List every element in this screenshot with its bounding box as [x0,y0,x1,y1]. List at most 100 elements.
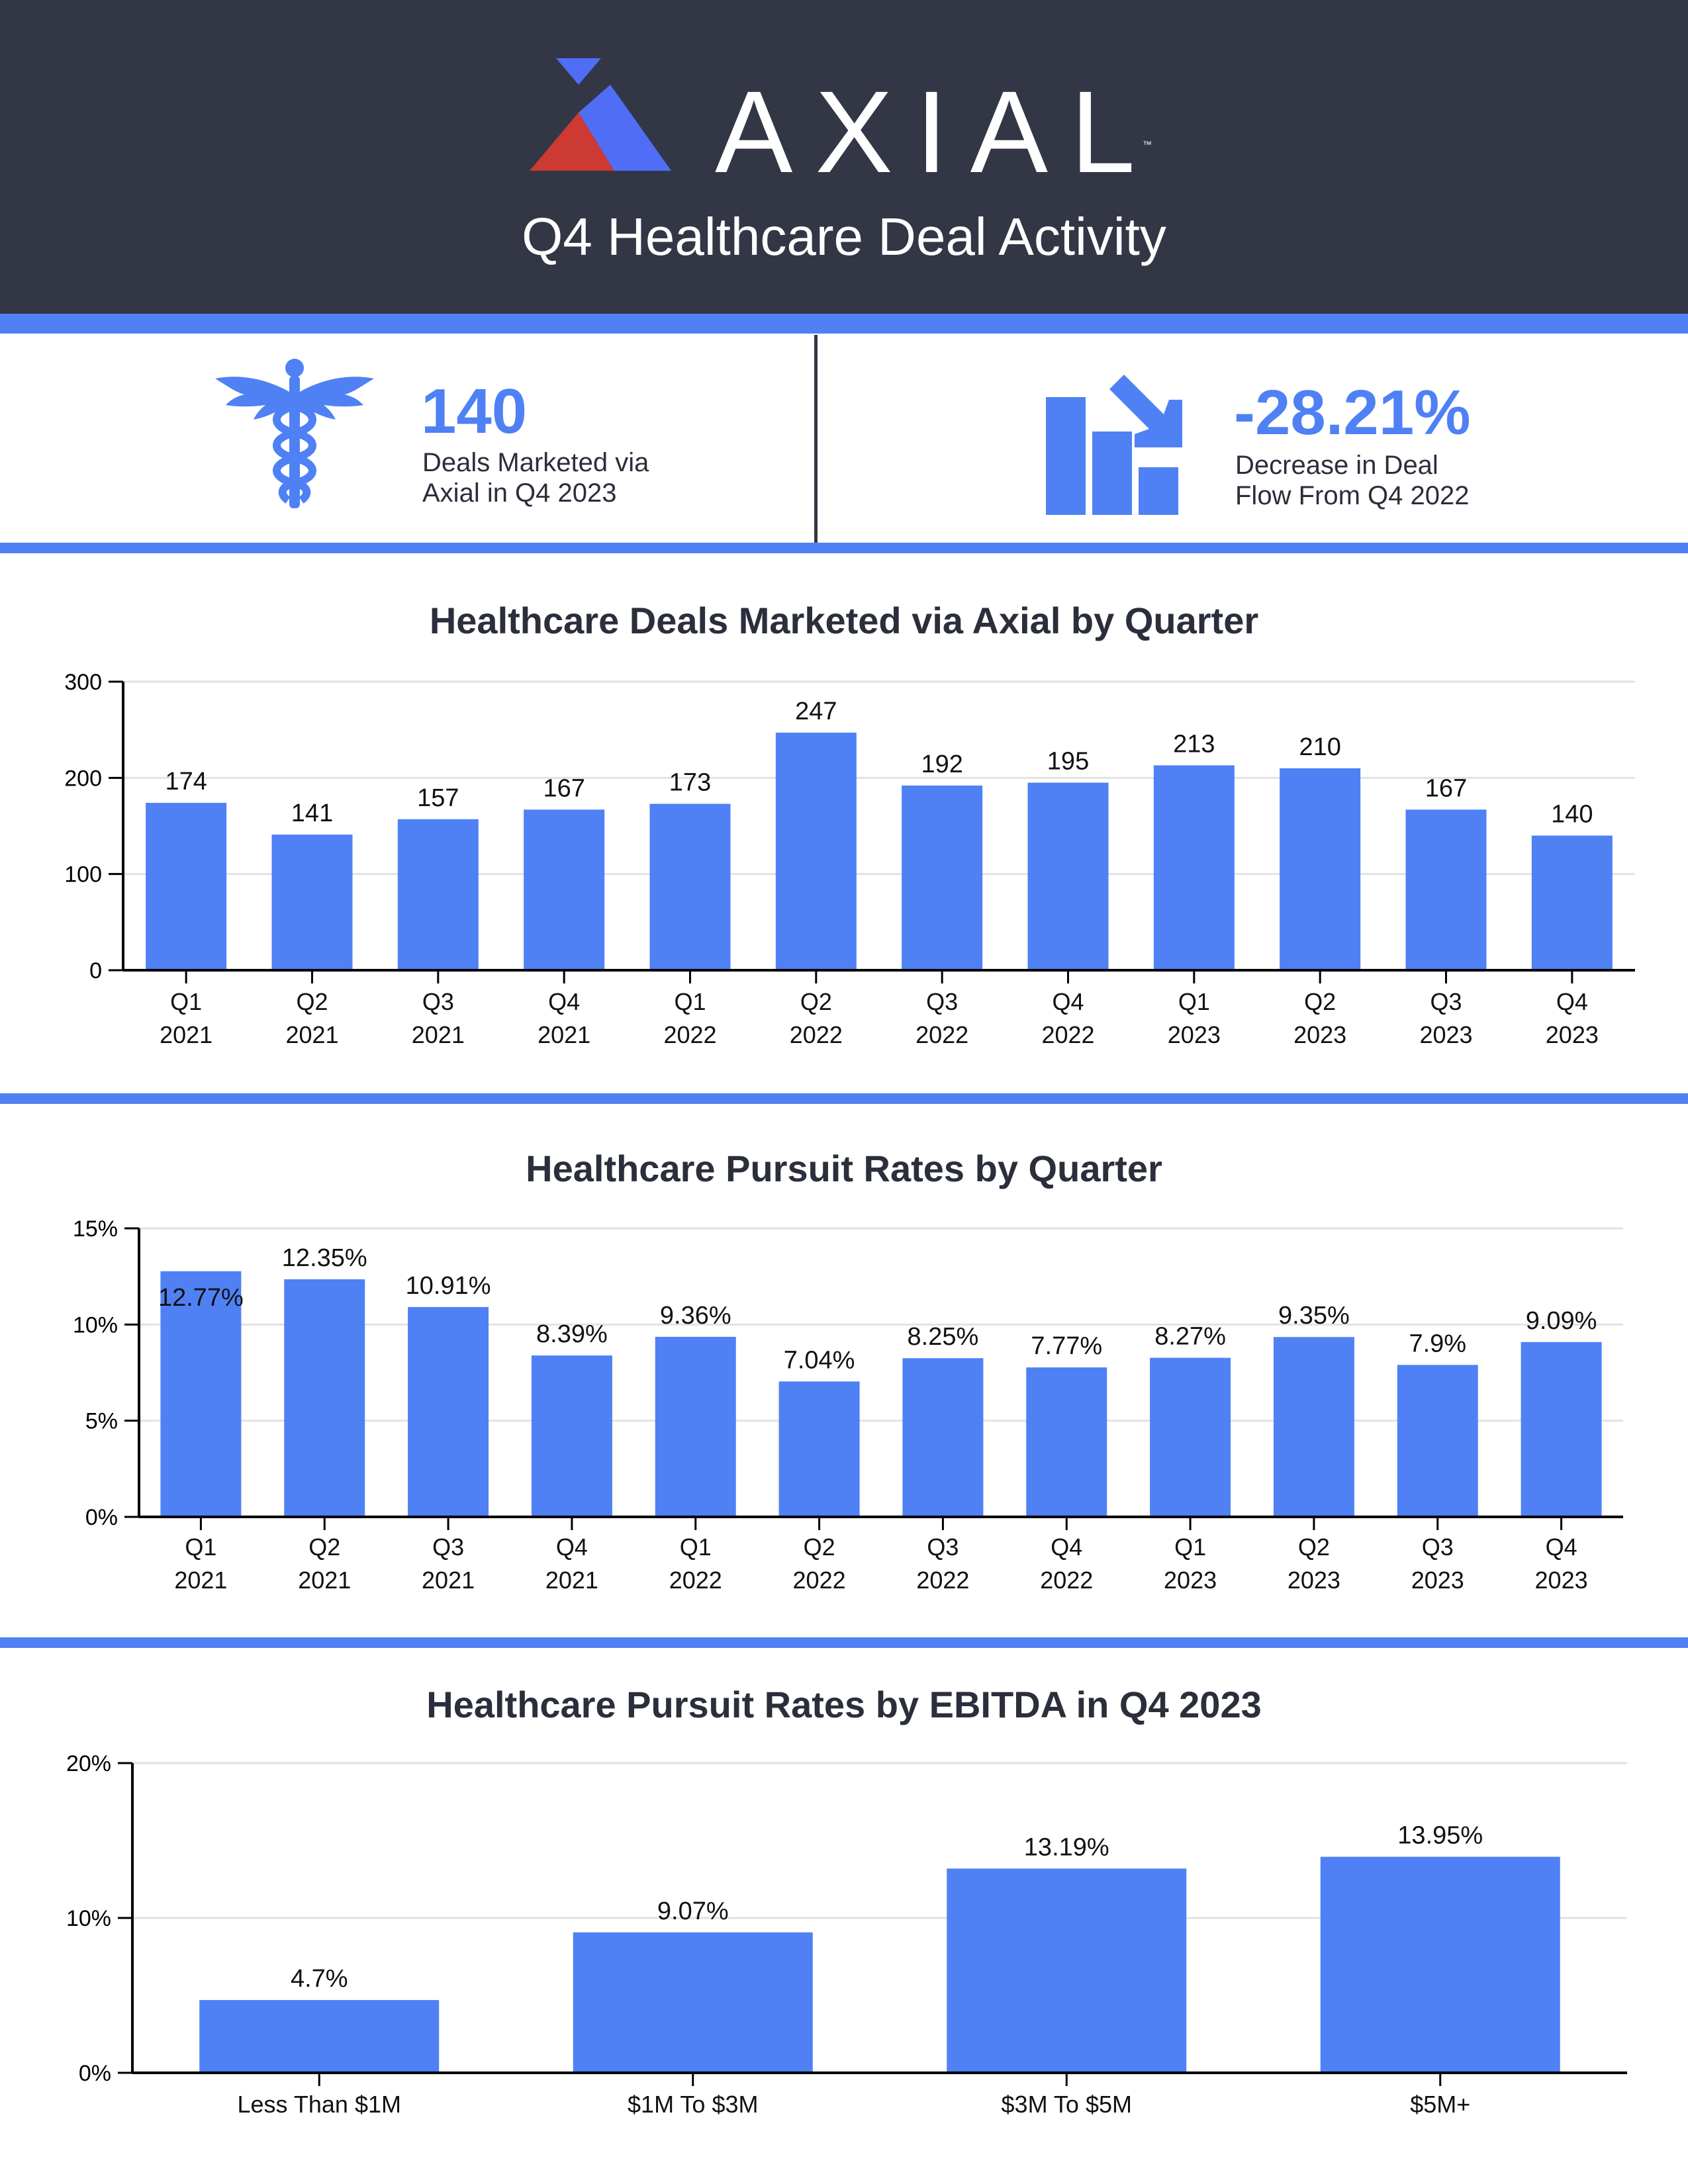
bar [160,1271,242,1517]
x-tick-label: 2023 [1168,1021,1221,1048]
logo-top-triangle [556,58,601,85]
x-tick-label: 2021 [160,1021,212,1048]
bar [655,1336,736,1517]
data-label: 9.07% [657,1897,729,1925]
bar [531,1355,612,1517]
data-label: 9.35% [1278,1302,1350,1330]
x-tick-label: Q1 [1178,988,1210,1015]
x-tick-label: Q2 [1304,988,1336,1015]
x-tick-label: Q3 [1422,1533,1454,1561]
x-tick-label: Q3 [432,1533,464,1561]
bar [649,803,731,970]
bar [1531,835,1613,970]
x-tick-label: 2021 [422,1567,475,1594]
logo-wordmark: AXIAL [715,68,1158,197]
kpi-divider [814,335,818,543]
bar [1150,1357,1231,1517]
bar [199,2000,440,2073]
deals-by-quarter-chart: 0 100 200 300 174 Q1 2021 141 Q2 2021 157 Q3 2021 167… [64,670,1635,1048]
x-tick-label: Q4 [1051,1533,1082,1561]
x-tick-label: 2021 [285,1021,338,1048]
data-label: 13.95% [1397,1822,1483,1850]
x-tick-label: $3M To $5M [1002,2091,1132,2118]
data-label: 213 [1173,730,1215,758]
bar [397,819,479,970]
bar [573,1932,813,2073]
bar [1320,1856,1560,2073]
x-tick-label: 2023 [1164,1567,1217,1594]
y-tick-label: 10% [66,1906,111,1931]
y-tick-label: 100 [64,862,102,887]
pursuit-rates-by-quarter-chart: 0% 5% 10% 15% 12.77% Q1 2021 12.35% Q2 2021 10.91%… [73,1216,1623,1594]
data-label: 12.35% [282,1244,367,1272]
x-tick-label: 2021 [412,1021,465,1048]
data-label: 9.36% [660,1302,731,1330]
y-tick-label: 200 [64,766,102,791]
kpi-decrease-label-line1: Decrease in Deal [1235,451,1438,480]
data-label: 247 [795,698,837,725]
chart-3-title: Healthcare Pursuit Rates by EBITDA in Q4… [426,1684,1262,1725]
data-label: 8.39% [536,1320,608,1348]
x-tick-label: Q1 [674,988,706,1015]
bar [778,1381,860,1517]
bar [1397,1365,1478,1517]
bar [408,1306,489,1517]
data-label: 157 [417,784,459,812]
bar [1521,1342,1602,1517]
x-tick-label: 2023 [1411,1567,1464,1594]
header: AXIAL ™ Q4 Healthcare Deal Activity [0,0,1688,314]
x-tick-label: Q2 [308,1533,340,1561]
data-label: 140 [1551,801,1593,829]
bar [775,733,857,970]
x-tick-label: Q1 [1174,1533,1206,1561]
data-label: 167 [543,774,585,802]
y-tick-label: 5% [85,1409,118,1434]
chart-2-title: Healthcare Pursuit Rates by Quarter [526,1148,1162,1189]
data-label: 7.9% [1409,1330,1466,1357]
x-tick-label: Q1 [185,1533,216,1561]
kpi-decrease-label-line2: Flow From Q4 2022 [1235,481,1470,510]
pursuit-rates-by-ebitda-chart: 0% 10% 20% 4.7% Less Than $1M 9.07% $1M To $3M… [66,1751,1627,2118]
bar [271,835,353,970]
data-label: 4.7% [291,1965,348,1993]
x-tick-label: 2021 [545,1567,598,1594]
accent-band [0,1093,1688,1104]
bar [902,785,983,970]
x-tick-label: 2022 [663,1021,716,1048]
x-tick-label: 2023 [1288,1567,1340,1594]
data-label: 10.91% [406,1272,491,1300]
bar [1026,1367,1107,1517]
x-tick-label: Q1 [170,988,202,1015]
data-label: 9.09% [1526,1307,1597,1335]
kpi-deals-label-line2: Axial in Q4 2023 [422,478,617,508]
bar [284,1279,365,1517]
x-tick-label: 2022 [1041,1021,1094,1048]
data-label: 8.27% [1154,1323,1226,1351]
y-tick-label: 300 [64,670,102,695]
logo-blue-triangle [579,85,671,171]
accent-band [0,1637,1688,1648]
page-title: Q4 Healthcare Deal Activity [522,207,1166,266]
x-tick-label: 2022 [793,1567,846,1594]
x-tick-label: 2022 [669,1567,722,1594]
y-tick-label: 20% [66,1751,111,1776]
y-tick-label: 0 [89,958,102,983]
data-label: 12.77% [158,1284,244,1312]
x-tick-label: 2023 [1535,1567,1588,1594]
x-tick-label: Q2 [800,988,832,1015]
kpi-decrease-label: Decrease in Deal Flow From Q4 2022 [1235,450,1579,511]
chart-1-title: Healthcare Deals Marketed via Axial by Q… [429,600,1259,641]
x-tick-label: 2022 [916,1567,969,1594]
x-tick-label: 2023 [1546,1021,1599,1048]
x-tick-label: Q2 [804,1533,835,1561]
x-tick-label: 2022 [915,1021,968,1048]
bar [1273,1337,1354,1517]
bar [524,809,605,970]
kpi-deals-label-line1: Deals Marketed via [422,448,649,477]
x-tick-label: 2023 [1419,1021,1472,1048]
data-label: 195 [1047,748,1089,776]
logo-red-triangle [530,113,614,171]
data-label: 174 [165,768,207,796]
kpi-decrease-value: -28.21% [1234,377,1471,448]
data-label: 141 [291,799,333,827]
